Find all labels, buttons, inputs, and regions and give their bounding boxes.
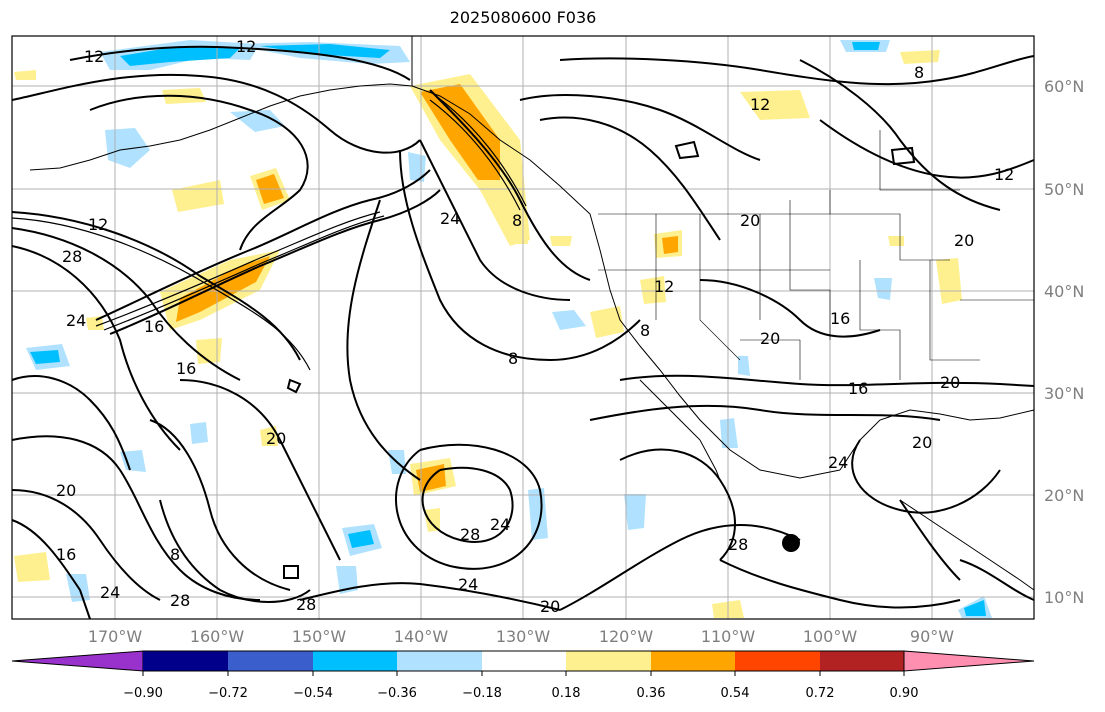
lon-label: 170°W bbox=[88, 627, 143, 646]
colorbar-segment bbox=[820, 651, 904, 671]
lon-label: 120°W bbox=[599, 627, 654, 646]
contour-label: 12 bbox=[750, 95, 770, 114]
location-marker bbox=[782, 534, 800, 552]
colorbar-tick-label: −0.54 bbox=[293, 686, 333, 701]
colorbar-tick-label: 0.90 bbox=[890, 686, 919, 701]
contour-label: 24 bbox=[458, 575, 478, 594]
contour-label: 28 bbox=[296, 595, 316, 614]
lon-label: 130°W bbox=[496, 627, 551, 646]
colorbar-segment bbox=[735, 651, 820, 671]
colorbar-tick-label: −0.18 bbox=[462, 686, 502, 701]
lat-label: 60°N bbox=[1044, 77, 1084, 96]
longitude-labels: 170°W 160°W 150°W 140°W 130°W 120°W 110°… bbox=[88, 627, 954, 646]
contour-label: 8 bbox=[512, 211, 522, 230]
contour-label: 24 bbox=[66, 311, 86, 330]
contour-label: 12 bbox=[84, 47, 104, 66]
contour-label: 16 bbox=[56, 545, 76, 564]
colorbar-segment bbox=[143, 651, 228, 671]
contour-label: 20 bbox=[954, 231, 974, 250]
contour-label: 16 bbox=[830, 309, 850, 328]
contour-label: 20 bbox=[266, 429, 286, 448]
contour-label: 20 bbox=[56, 481, 76, 500]
contour-label: 8 bbox=[640, 321, 650, 340]
contour-label: 20 bbox=[912, 433, 932, 452]
colorbar-tick-label: 0.18 bbox=[552, 686, 581, 701]
map-frame bbox=[11, 35, 1035, 620]
contour-label: 20 bbox=[760, 329, 780, 348]
contour-label: 8 bbox=[508, 349, 518, 368]
colorbar-segment bbox=[651, 651, 735, 671]
contour-label: 8 bbox=[914, 63, 924, 82]
contour-label: 28 bbox=[728, 535, 748, 554]
contour-label: 20 bbox=[740, 211, 760, 230]
cyan-shading bbox=[30, 42, 986, 616]
contour-label: 16 bbox=[144, 317, 164, 336]
state-borders bbox=[598, 130, 1034, 380]
contour-label: 24 bbox=[828, 453, 848, 472]
colorbar-segment bbox=[397, 651, 482, 671]
lon-label: 140°W bbox=[394, 627, 449, 646]
contour-label: 16 bbox=[176, 359, 196, 378]
contour-labels: 12 12 12 8 8 28 24 16 16 20 20 20 24 8 8… bbox=[56, 37, 1014, 616]
lon-label: 90°W bbox=[910, 627, 954, 646]
lat-label: 30°N bbox=[1044, 384, 1084, 403]
lat-label: 20°N bbox=[1044, 486, 1084, 505]
contour-label: 12 bbox=[654, 277, 674, 296]
contour-label: 20 bbox=[540, 597, 560, 616]
lat-label: 10°N bbox=[1044, 588, 1084, 607]
contour-lines bbox=[11, 45, 1035, 620]
contour-label: 28 bbox=[62, 247, 82, 266]
colorbar-max-extend bbox=[903, 650, 1035, 672]
shaded-fields bbox=[14, 40, 992, 618]
jet-contours bbox=[11, 95, 527, 371]
colorbar-tick-label: −0.72 bbox=[208, 686, 248, 701]
colorbar-segment bbox=[313, 651, 397, 671]
contour-label: 24 bbox=[490, 515, 510, 534]
contour-label: 24 bbox=[440, 209, 460, 228]
contour-label: 24 bbox=[100, 583, 120, 602]
colorbar: −0.90 −0.72 −0.54 −0.36 −0.18 0.18 0.36 … bbox=[11, 650, 1035, 701]
colorbar-segment bbox=[566, 651, 651, 671]
contour-label: 28 bbox=[460, 525, 480, 544]
contour-label: 12 bbox=[994, 165, 1014, 184]
contour-label: 16 bbox=[848, 379, 868, 398]
contour-label: 8 bbox=[170, 545, 180, 564]
lon-label: 110°W bbox=[701, 627, 756, 646]
colorbar-segment bbox=[482, 651, 566, 671]
contour-label: 12 bbox=[88, 215, 108, 234]
colorbar-tick-label: 0.72 bbox=[806, 686, 835, 701]
lon-label: 150°W bbox=[292, 627, 347, 646]
map-title: 2025080600 F036 bbox=[449, 8, 597, 27]
colorbar-tick-label: 0.36 bbox=[637, 686, 666, 701]
colorbar-tick-label: −0.36 bbox=[377, 686, 417, 701]
colorbar-min-extend bbox=[11, 650, 144, 672]
contour-label: 12 bbox=[236, 37, 256, 56]
latitude-labels: 60°N 50°N 40°N 30°N 20°N 10°N bbox=[1044, 77, 1084, 607]
lat-label: 50°N bbox=[1044, 180, 1084, 199]
coastlines bbox=[29, 36, 1035, 591]
lon-label: 100°W bbox=[803, 627, 858, 646]
colorbar-tick-label: 0.54 bbox=[721, 686, 750, 701]
contour-label: 20 bbox=[940, 373, 960, 392]
colorbar-segment bbox=[228, 651, 313, 671]
contour-label: 28 bbox=[170, 591, 190, 610]
colorbar-tick-label: −0.90 bbox=[123, 686, 163, 701]
lon-label: 160°W bbox=[190, 627, 245, 646]
lat-label: 40°N bbox=[1044, 282, 1084, 301]
